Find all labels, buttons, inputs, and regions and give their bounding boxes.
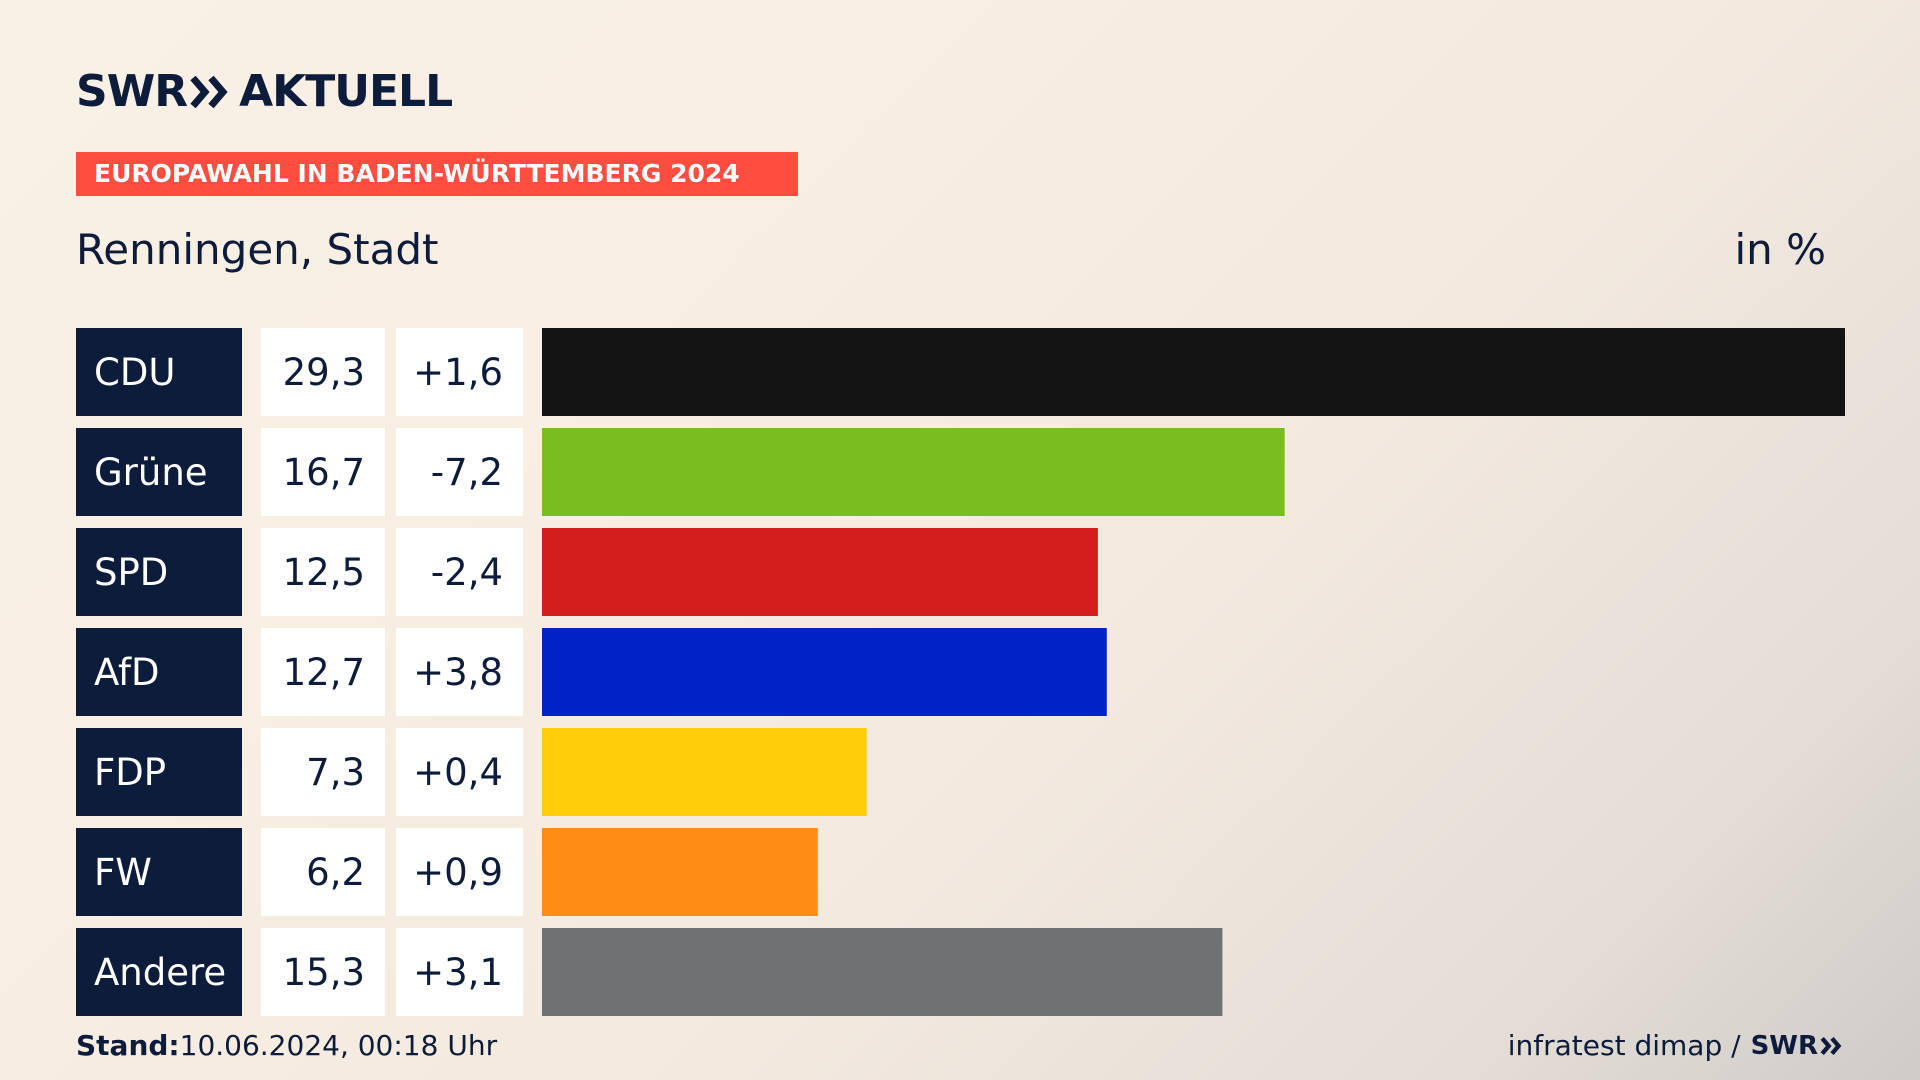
value-box: [261, 828, 385, 916]
bar-row-2: SPD 12,5 -2,4: [76, 528, 1098, 616]
value-box: [261, 328, 385, 416]
party-label-box: [76, 928, 242, 1016]
party-label-box: [76, 328, 242, 416]
value-box: [261, 728, 385, 816]
change-box: [396, 928, 523, 1016]
brand-swr-text: SWR: [76, 66, 188, 117]
party-label: SPD: [94, 551, 168, 594]
stand-label: Stand:: [76, 1029, 180, 1062]
bar: [542, 828, 818, 916]
bar-row-6: Andere 15,3 +3,1: [76, 928, 1223, 1016]
footer-swr-text: SWR: [1750, 1031, 1818, 1061]
brand-aktuell-text: AKTUELL: [239, 66, 453, 117]
change-box: [396, 728, 523, 816]
bar-row-4: FDP 7,3 +0,4: [76, 728, 867, 816]
source-text: infratest dimap /: [1507, 1029, 1741, 1062]
value-label: 15,3: [283, 951, 365, 994]
bar: [542, 928, 1223, 1016]
bar-row-3: AfD 12,7 +3,8: [76, 628, 1107, 716]
change-label: +1,6: [413, 351, 503, 394]
unit-label: in %: [1734, 225, 1826, 274]
change-label: -7,2: [431, 451, 503, 494]
party-label-box: [76, 528, 242, 616]
party-label: AfD: [94, 651, 160, 694]
bar-row-1: Grüne 16,7 -7,2: [76, 428, 1285, 516]
value-box: [261, 428, 385, 516]
value-box: [261, 628, 385, 716]
footer-swr-logo: SWR: [1751, 1028, 1844, 1064]
swr-aktuell-logo: SWR AKTUELL: [76, 66, 453, 117]
stand-value: 10.06.2024, 00:18 Uhr: [179, 1029, 498, 1062]
party-label: Grüne: [94, 451, 208, 494]
change-label: -2,4: [431, 551, 503, 594]
double-chevron-right-icon: [190, 75, 228, 109]
bar: [542, 328, 1845, 416]
election-banner: EUROPAWAHL IN BADEN-WÜRTTEMBERG 2024: [76, 152, 798, 196]
region-title: Renningen, Stadt: [76, 225, 439, 274]
footer-timestamp: Stand:10.06.2024, 00:18 Uhr: [76, 1028, 497, 1064]
value-box: [261, 928, 385, 1016]
party-label: CDU: [94, 351, 175, 394]
change-box: [396, 428, 523, 516]
footer-source: infratest dimap / SWR: [1508, 1028, 1844, 1064]
bar: [542, 528, 1098, 616]
value-label: 29,3: [283, 351, 365, 394]
value-label: 12,7: [283, 651, 365, 694]
double-chevron-right-icon: [1820, 1036, 1842, 1056]
party-label-box: [76, 728, 242, 816]
value-box: [261, 528, 385, 616]
change-label: +3,1: [413, 951, 503, 994]
change-box: [396, 628, 523, 716]
change-label: +3,8: [413, 651, 503, 694]
value-label: 16,7: [283, 451, 365, 494]
party-label: FDP: [94, 751, 166, 794]
party-label-box: [76, 428, 242, 516]
change-box: [396, 828, 523, 916]
party-label: Andere: [94, 951, 226, 994]
value-label: 12,5: [283, 551, 365, 594]
bar-row-0: CDU 29,3 +1,6: [76, 328, 1845, 416]
bar: [542, 428, 1285, 516]
party-label-box: [76, 628, 242, 716]
party-label: FW: [94, 851, 152, 894]
value-label: 6,2: [306, 851, 365, 894]
change-label: +0,9: [413, 851, 503, 894]
value-label: 7,3: [306, 751, 365, 794]
bar: [542, 628, 1107, 716]
bar-row-5: FW 6,2 +0,9: [76, 828, 818, 916]
change-box: [396, 328, 523, 416]
change-label: +0,4: [413, 751, 503, 794]
bar: [542, 728, 867, 816]
party-label-box: [76, 828, 242, 916]
change-box: [396, 528, 523, 616]
